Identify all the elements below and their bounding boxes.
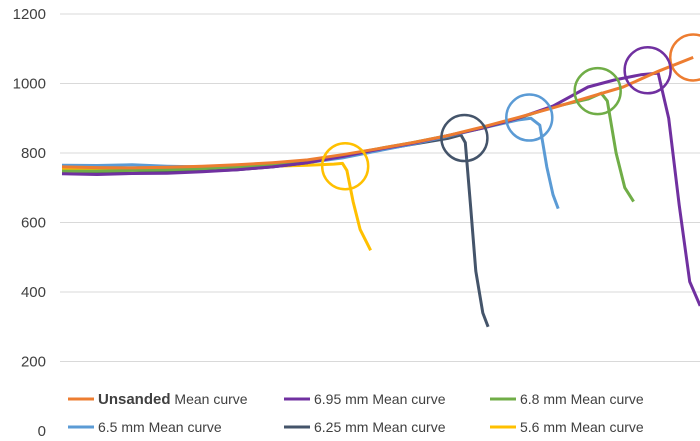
legend-label-4: 6.25 mm Mean curve (314, 419, 446, 435)
failure-circle-4 (440, 113, 489, 163)
failure-circle-3 (505, 93, 554, 142)
y-tick-label: 200 (21, 354, 46, 371)
failure-circle-0 (668, 33, 700, 82)
legend-background (62, 386, 700, 441)
y-tick-label: 400 (21, 284, 46, 301)
series-line-0 (61, 56, 694, 170)
legend-label-2: 6.8 mm Mean curve (520, 391, 644, 407)
legend-label-3: 6.5 mm Mean curve (98, 419, 222, 435)
legend-label-1: 6.95 mm Mean curve (314, 391, 446, 407)
y-tick-label: 1000 (13, 76, 46, 93)
series-line-1 (61, 71, 700, 307)
y-axis: 0 200 400 600 800 1000 1200 (13, 6, 46, 440)
grid-lines (60, 13, 700, 362)
failure-markers (320, 33, 700, 191)
y-tick-label: 0 (38, 423, 46, 440)
failure-circle-5 (320, 141, 370, 191)
legend-label-5: 5.6 mm Mean curve (520, 419, 644, 435)
legend: Unsanded Mean curve 6.95 mm Mean curve 6.8… (62, 386, 700, 441)
y-tick-label: 1200 (13, 6, 46, 23)
failure-circle-1 (623, 46, 672, 95)
legend-label-0: Unsanded Mean curve (98, 391, 248, 408)
failure-circle-2 (573, 66, 622, 116)
series-group (61, 56, 700, 328)
y-tick-label: 800 (21, 145, 46, 162)
y-tick-label: 600 (21, 215, 46, 232)
